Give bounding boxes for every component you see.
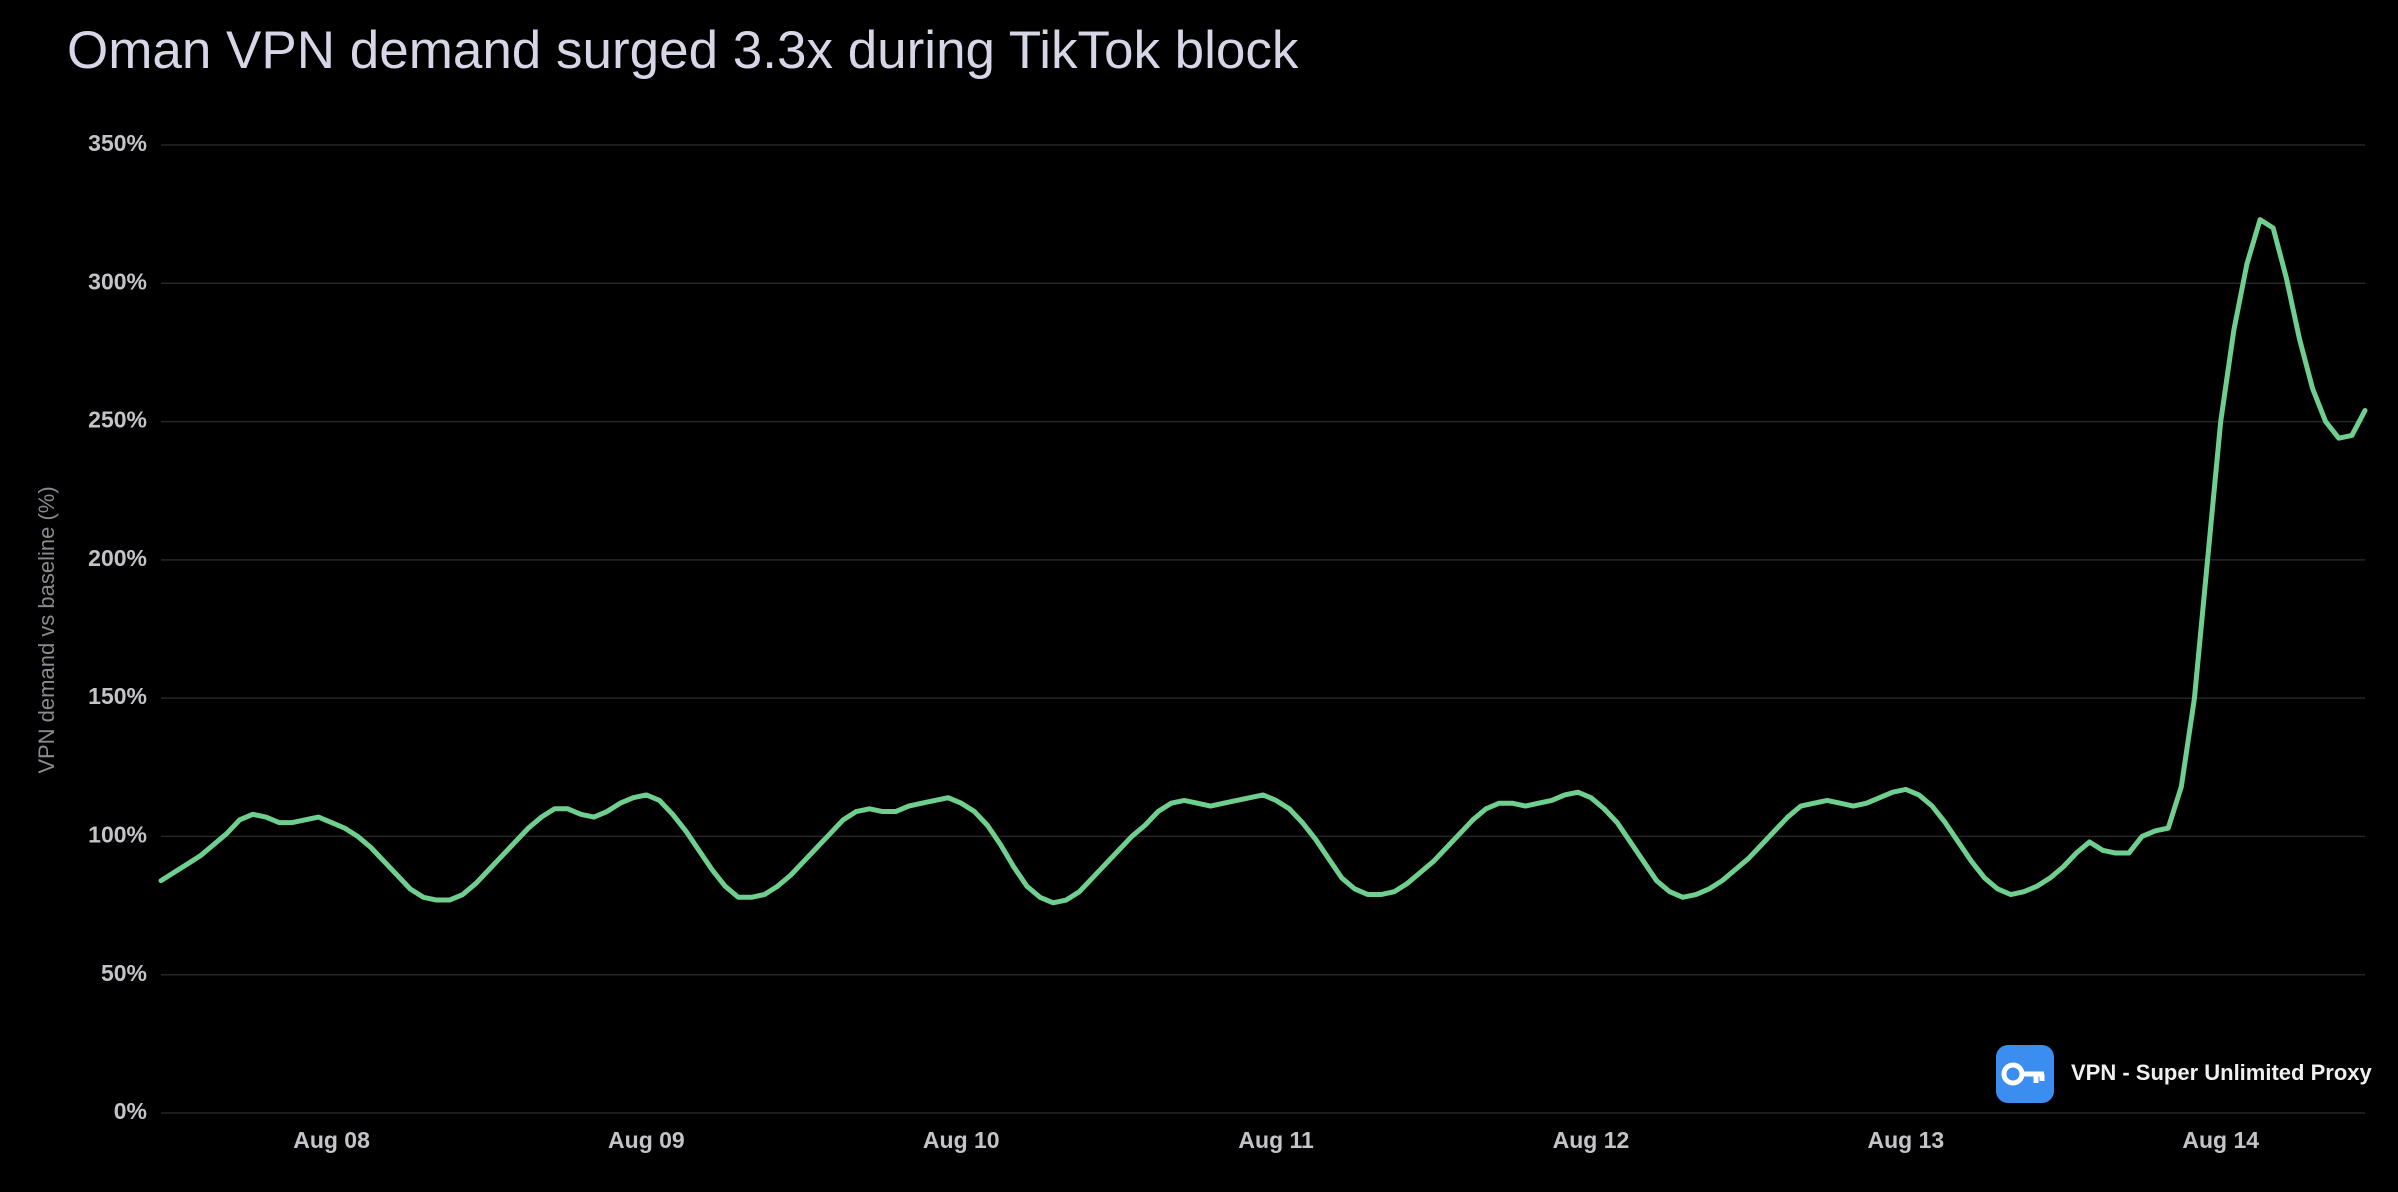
watermark: VPN - Super Unlimited Proxy	[1996, 1045, 2372, 1103]
x-tick-label: Aug 10	[923, 1127, 1000, 1153]
chart-title: Oman VPN demand surged 3.3x during TikTo…	[67, 21, 1299, 80]
y-tick-label: 100%	[88, 822, 147, 848]
x-tick-label: Aug 12	[1553, 1127, 1630, 1153]
x-tick-label: Aug 11	[1238, 1127, 1314, 1153]
watermark-text: VPN - Super Unlimited Proxy	[2071, 1060, 2372, 1085]
y-tick-label: 0%	[114, 1098, 147, 1124]
y-axis-label: VPN demand vs baseline (%)	[34, 486, 59, 773]
x-tick-label: Aug 14	[2182, 1127, 2259, 1153]
data-line	[158, 217, 2368, 906]
y-tick-label: 300%	[88, 268, 147, 294]
y-tick-label: 250%	[88, 407, 147, 433]
y-tick-label: 350%	[88, 130, 147, 156]
x-tick-label: Aug 13	[1867, 1127, 1944, 1153]
x-tick-label: Aug 09	[608, 1127, 685, 1153]
y-tick-label: 200%	[88, 545, 147, 571]
y-tick-label: 50%	[101, 960, 147, 986]
x-tick-label: Aug 08	[293, 1127, 370, 1153]
key-icon	[2022, 1071, 2045, 1083]
y-tick-label: 150%	[88, 683, 147, 709]
